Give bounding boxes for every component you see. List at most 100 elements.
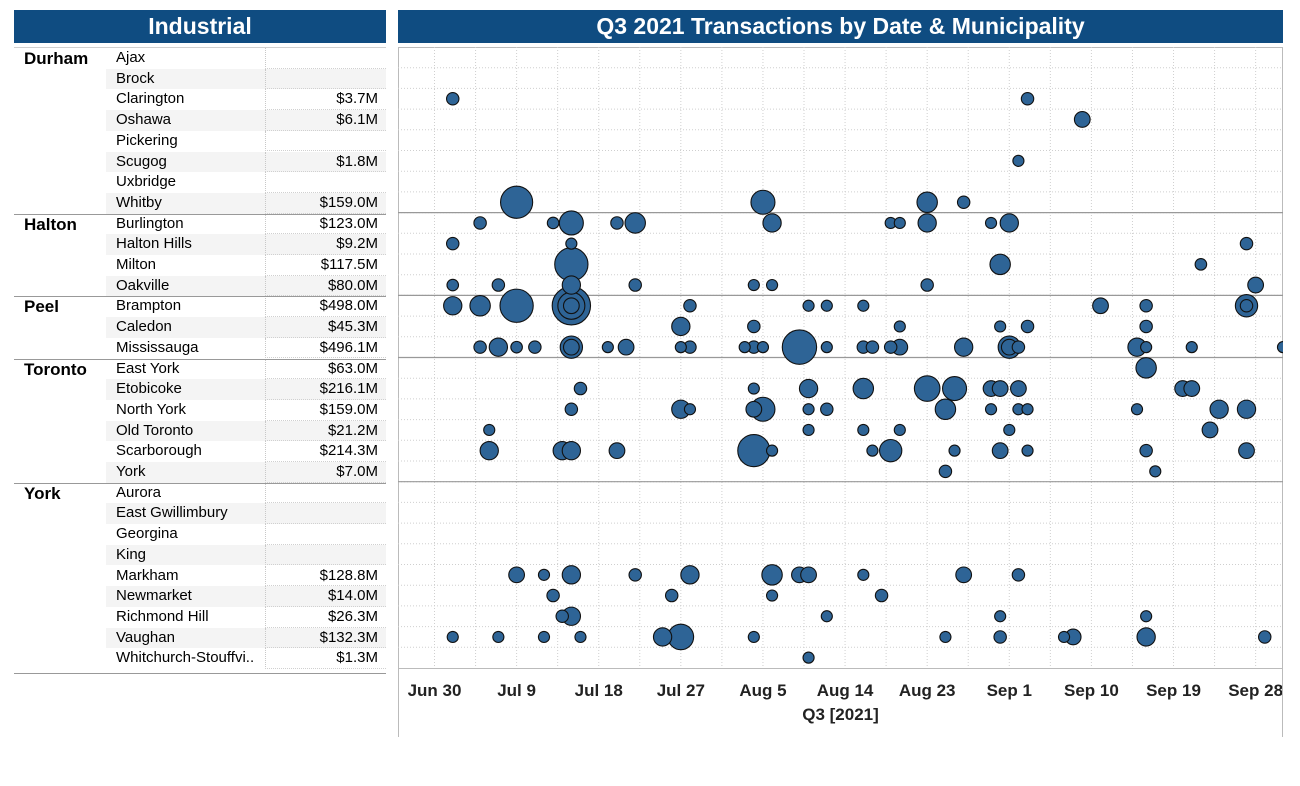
municipality-value: $14.0M bbox=[327, 587, 378, 605]
municipality-value: $117.5M bbox=[320, 256, 378, 273]
municipality-label: North York bbox=[116, 400, 187, 418]
table-row: Oshawa $6.1M bbox=[106, 110, 386, 131]
bubble-mark bbox=[446, 278, 460, 292]
bubble-mark bbox=[991, 442, 1009, 460]
bubble-mark bbox=[1239, 236, 1254, 251]
row-divider bbox=[265, 626, 386, 628]
bubble-mark bbox=[491, 278, 506, 292]
column-divider bbox=[265, 213, 266, 235]
table-row: Newmarket $14.0M bbox=[106, 586, 386, 607]
row-divider bbox=[265, 398, 386, 400]
municipality-label: Vaughan bbox=[116, 628, 175, 646]
bubble-mark bbox=[1021, 444, 1034, 457]
row-divider bbox=[265, 67, 386, 69]
municipality-label: Richmond Hill bbox=[116, 607, 209, 625]
bubble-mark bbox=[562, 297, 580, 315]
bubble-mark bbox=[473, 340, 487, 354]
chart-svg: Jun 30 Jul 9 Jul 18 Jul 27 Aug 5 Aug 14 Aug 23… bbox=[398, 47, 1290, 737]
row-divider bbox=[265, 502, 386, 504]
x-tick-label: Sep 19 bbox=[1146, 681, 1201, 700]
municipality-label: Oakville bbox=[116, 276, 170, 294]
bubble-mark bbox=[756, 341, 770, 354]
bubble-mark bbox=[574, 630, 587, 644]
municipality-label: Halton Hills bbox=[116, 235, 192, 253]
municipality-value: $216.1M bbox=[319, 380, 378, 398]
row-divider bbox=[265, 357, 386, 359]
table-row: King bbox=[106, 544, 386, 566]
region-divider bbox=[14, 296, 386, 298]
region-divider bbox=[14, 358, 386, 360]
bubble-mark bbox=[565, 237, 578, 250]
bubble-mark bbox=[750, 189, 776, 215]
column-divider bbox=[265, 275, 266, 297]
table-row: East Gwillimbury bbox=[106, 503, 386, 525]
column-divider bbox=[265, 420, 266, 442]
municipality-label: Caledon bbox=[116, 318, 172, 336]
bubble-chart: Jun 30 Jul 9 Jul 18 Jul 27 Aug 5 Aug 14 Aug 23… bbox=[398, 47, 1290, 737]
table-row: Burlington $123.0M bbox=[106, 213, 386, 235]
bubble-mark bbox=[920, 278, 934, 292]
bubble-mark bbox=[561, 565, 582, 585]
bubble-mark bbox=[1209, 399, 1229, 419]
table-row: Milton $117.5M bbox=[106, 255, 386, 276]
table-row: Scugog $1.8M bbox=[106, 151, 386, 173]
municipality-label: Burlington bbox=[116, 214, 184, 232]
bubble-mark bbox=[852, 377, 875, 400]
bubble-mark bbox=[956, 195, 971, 210]
region-name: Toronto bbox=[24, 359, 87, 379]
x-tick-label: Sep 10 bbox=[1064, 681, 1119, 700]
bubble-mark bbox=[893, 216, 906, 230]
municipality-value: $9.2M bbox=[336, 235, 378, 253]
bubble-mark bbox=[1012, 154, 1025, 167]
bubble-mark bbox=[761, 564, 783, 586]
bubble-mark bbox=[624, 212, 646, 234]
bubble-mark bbox=[445, 236, 460, 251]
row-divider bbox=[265, 336, 386, 338]
bubble-mark bbox=[1139, 299, 1153, 313]
row-divider bbox=[265, 233, 386, 235]
bubble-mark bbox=[1010, 380, 1027, 397]
table-row: Old Toronto $21.2M bbox=[106, 420, 386, 442]
bubble-mark bbox=[510, 340, 523, 354]
bubble-mark bbox=[800, 566, 817, 584]
row-divider bbox=[265, 253, 386, 255]
municipality-value: $496.1M bbox=[319, 338, 378, 356]
bubble-mark bbox=[1258, 630, 1272, 644]
column-divider bbox=[265, 130, 266, 152]
municipality-label: Brampton bbox=[116, 297, 182, 315]
bubble-mark bbox=[1183, 380, 1201, 397]
column-divider bbox=[265, 544, 266, 566]
bubble-mark bbox=[680, 565, 700, 585]
municipality-value: $21.2M bbox=[327, 421, 378, 439]
bubble-mark bbox=[857, 299, 870, 312]
municipality-label: Newmarket bbox=[116, 587, 192, 605]
column-divider bbox=[265, 462, 266, 483]
x-tick-label: Jul 18 bbox=[575, 681, 623, 700]
column-divider bbox=[265, 89, 266, 111]
bubble-mark bbox=[994, 610, 1007, 623]
table-row: Georgina bbox=[106, 524, 386, 545]
bubble-mark bbox=[1092, 297, 1109, 315]
bubble-mark bbox=[537, 630, 551, 644]
bubble-mark bbox=[610, 216, 624, 230]
row-divider bbox=[265, 460, 386, 462]
bubble-mark bbox=[473, 216, 487, 230]
region-block-york: York bbox=[14, 483, 386, 669]
column-divider bbox=[265, 172, 266, 193]
bubble-mark bbox=[953, 337, 974, 357]
bubble-mark bbox=[500, 185, 534, 219]
table-row: North York $159.0M bbox=[106, 399, 386, 421]
column-divider bbox=[265, 317, 266, 338]
column-divider bbox=[265, 379, 266, 400]
municipality-value: $63.0M bbox=[327, 359, 378, 377]
row-divider bbox=[265, 191, 386, 193]
table-row: Whitby $159.0M bbox=[106, 192, 386, 214]
bubble-mark bbox=[939, 630, 952, 644]
table-row: Caledon $45.3M bbox=[106, 317, 386, 338]
row-divider bbox=[265, 212, 386, 214]
x-tick-label: Sep 1 bbox=[987, 681, 1032, 700]
municipality-label: Pickering bbox=[116, 131, 178, 149]
row-divider bbox=[265, 585, 386, 587]
bubble-mark bbox=[993, 630, 1007, 644]
municipality-value: $132.3M bbox=[319, 628, 378, 646]
